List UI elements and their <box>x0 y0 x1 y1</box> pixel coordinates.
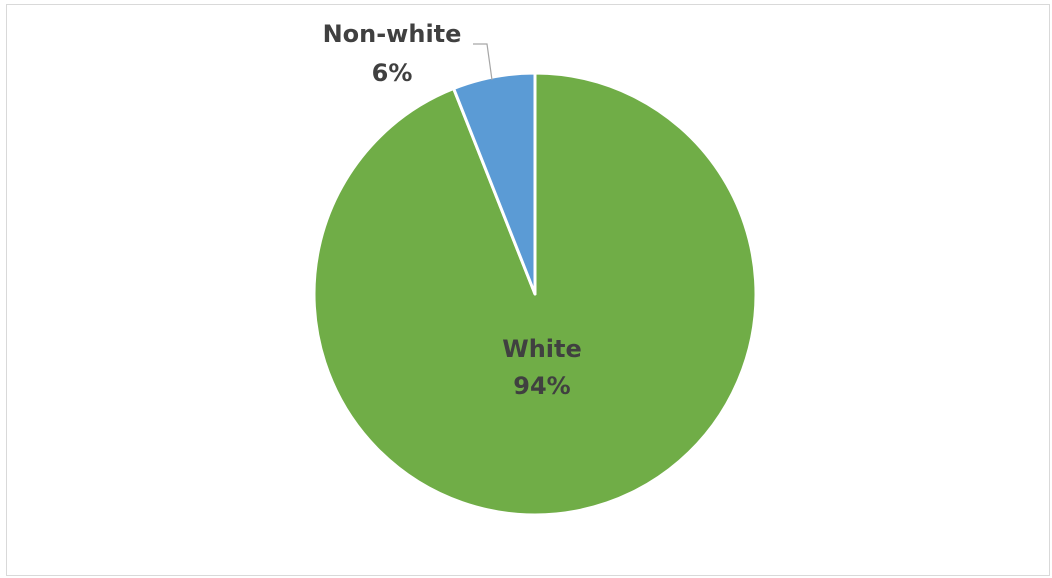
label-white-value: 94% <box>513 372 570 400</box>
non-white-leader-line <box>473 43 493 81</box>
label-non-white-name: Non-white <box>323 20 462 48</box>
pie-slice-non-white <box>452 71 537 296</box>
label-group-non-white: Non-white 6% <box>323 20 462 87</box>
label-non-white-value: 6% <box>372 59 413 87</box>
label-white-name: White <box>502 335 582 363</box>
pie-slices <box>312 71 758 517</box>
label-group-white: White 94% <box>502 335 582 400</box>
